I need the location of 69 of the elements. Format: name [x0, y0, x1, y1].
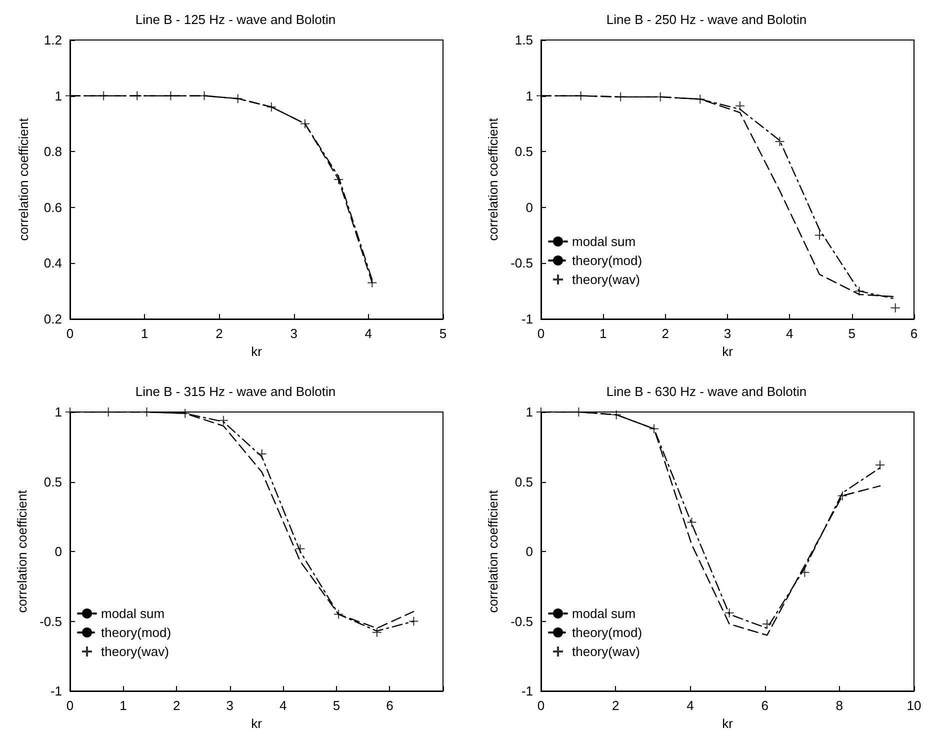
x-tick-label: 0	[537, 326, 545, 341]
x-tick-label: 3	[290, 326, 298, 341]
legend-label: theory(mod)	[101, 624, 172, 640]
x-tick-label: 0	[66, 698, 74, 712]
x-tick-label: 5	[848, 326, 856, 341]
x-tick-label: 8	[836, 698, 844, 712]
y-tick-label: 0.5	[44, 474, 62, 489]
x-tick-label: 2	[612, 698, 620, 712]
x-tick-label: 5	[439, 326, 447, 341]
y-tick-label: 0.6	[44, 200, 62, 215]
x-tick-label: 4	[686, 698, 694, 712]
y-tick-label: 1	[54, 404, 62, 419]
x-tick-label: 2	[172, 698, 180, 712]
y-tick-label: 0.4	[44, 256, 62, 271]
x-tick-label: 1	[140, 326, 148, 341]
y-tick-label: 0	[526, 544, 533, 558]
x-tick-label: 3	[724, 326, 732, 341]
y-tick-label: -1	[521, 312, 533, 326]
y-tick-label: 1	[526, 404, 533, 419]
x-tick-label: 6	[761, 698, 768, 712]
x-tick-label: 5	[332, 698, 340, 712]
x-tick-label: 1	[600, 326, 607, 341]
y-axis-title: correlation coefficient	[16, 118, 31, 241]
y-tick-label: 0.5	[514, 474, 533, 489]
x-tick-label: 4	[364, 326, 372, 341]
x-axis-title: kr	[722, 344, 734, 359]
x-axis-title: kr	[722, 715, 734, 730]
y-axis-title: correlation coefficient	[486, 118, 501, 241]
y-tick-label: 1.2	[44, 32, 62, 48]
y-tick-label: 0	[54, 544, 62, 558]
x-tick-label: 4	[786, 326, 794, 341]
y-tick-label: -0.5	[510, 613, 533, 628]
chart-title: Line B - 630 Hz - wave and Bolotin	[606, 384, 807, 398]
legend-label: modal sum	[101, 606, 165, 620]
y-tick-label: 1	[54, 88, 62, 104]
y-tick-label: 0.2	[44, 312, 62, 326]
legend-label: theory(wav)	[572, 272, 640, 287]
x-tick-label: 2	[662, 326, 669, 341]
legend-label: modal sum	[572, 606, 636, 620]
x-tick-label: 0	[537, 698, 545, 712]
y-tick-label: 1.5	[514, 32, 533, 48]
y-tick-label: -1	[521, 683, 533, 698]
legend-label: theory(mod)	[572, 624, 642, 640]
x-tick-label: 6	[386, 698, 394, 712]
y-tick-label: 0	[526, 200, 533, 215]
y-axis-title: correlation coefficient	[486, 489, 501, 612]
y-axis-title: correlation coefficient	[14, 489, 30, 612]
legend-label: theory(wav)	[101, 644, 169, 658]
x-tick-label: 1	[120, 698, 127, 712]
x-tick-label: 0	[66, 326, 74, 341]
x-tick-label: 2	[216, 326, 223, 341]
y-tick-label: -0.5	[40, 613, 62, 628]
legend-label: modal sum	[572, 234, 636, 249]
y-tick-label: 1	[526, 88, 533, 104]
y-tick-label: -1	[50, 683, 62, 698]
x-axis-title: kr	[251, 344, 263, 359]
chart-title: Line B - 250 Hz - wave and Bolotin	[606, 12, 807, 27]
y-tick-label: -0.5	[510, 256, 533, 271]
legend-label: theory(mod)	[572, 253, 642, 268]
y-tick-label: 0.8	[44, 144, 62, 160]
x-tick-label: 6	[910, 326, 918, 341]
x-tick-label: 4	[280, 698, 287, 712]
y-tick-label: 0.5	[514, 144, 533, 160]
chart-title: Line B - 315 Hz - wave and Bolotin	[135, 384, 336, 398]
legend-label: theory(wav)	[572, 644, 640, 658]
chart-title: Line B - 125 Hz - wave and Bolotin	[135, 12, 336, 27]
x-tick-label: 10	[906, 698, 922, 712]
x-tick-label: 3	[226, 698, 234, 712]
x-axis-title: kr	[251, 715, 263, 730]
